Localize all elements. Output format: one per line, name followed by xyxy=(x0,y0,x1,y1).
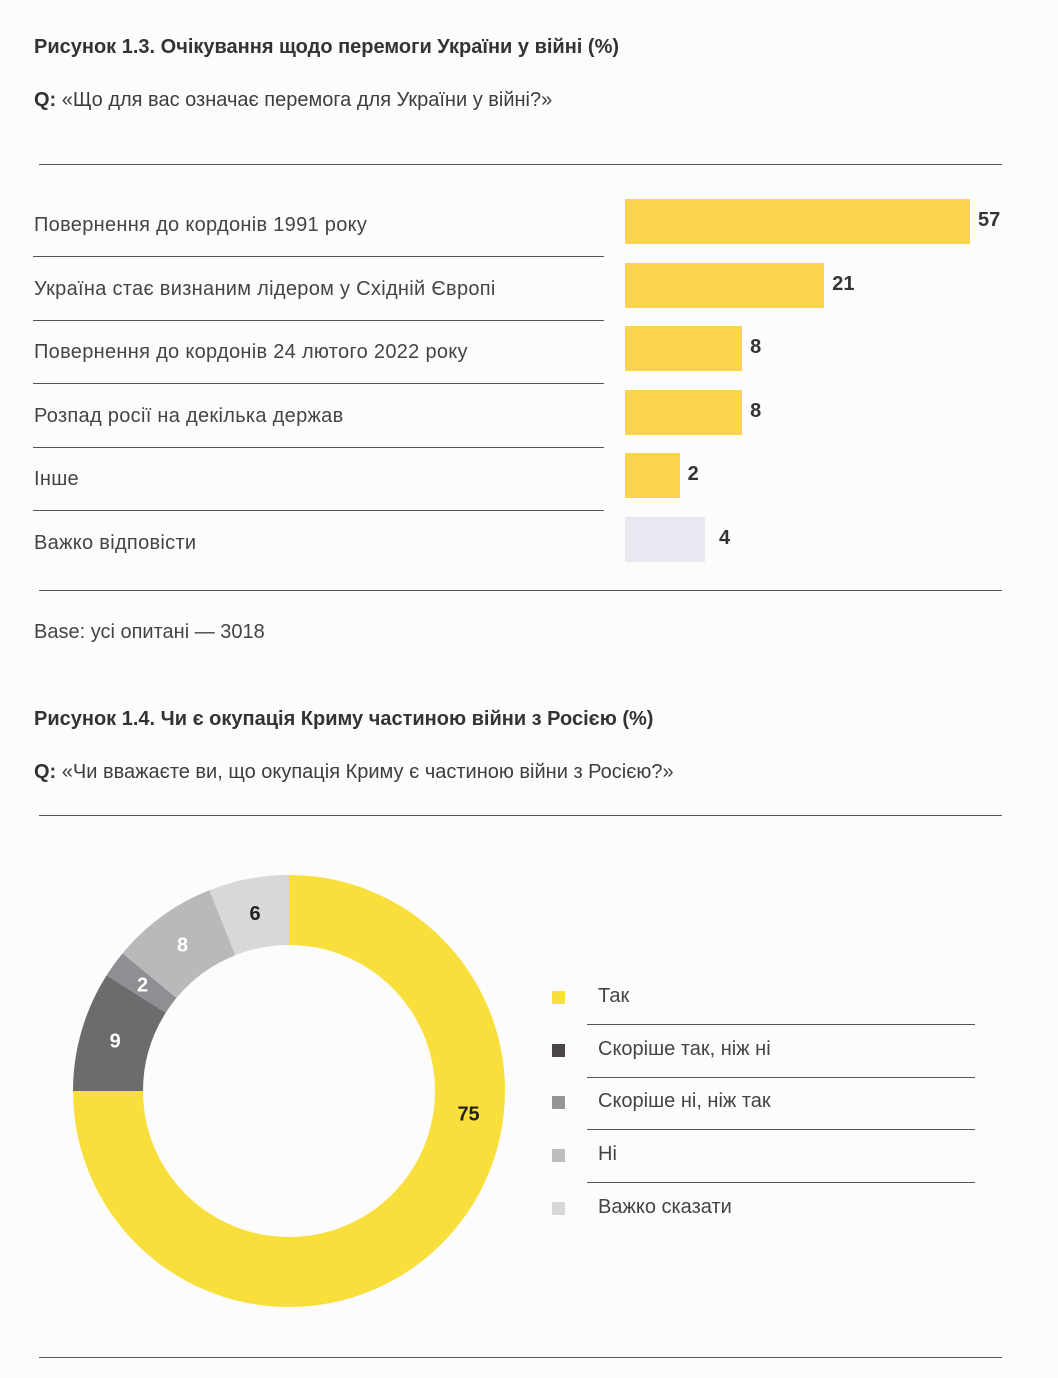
figure-1-title: Рисунок 1.3. Очікування щодо перемоги Ук… xyxy=(34,36,620,58)
divider xyxy=(39,1357,1002,1358)
legend-swatch xyxy=(552,1149,565,1163)
legend-label: Важко сказати xyxy=(598,1195,732,1218)
bar-value-label: 8 xyxy=(750,399,762,422)
bar-value-label: 21 xyxy=(832,272,855,295)
donut-slice xyxy=(122,890,236,998)
q-prefix: Q: xyxy=(34,761,57,783)
slice-value-label: 8 xyxy=(177,935,188,957)
base-note: Base: усі опитані — 3018 xyxy=(34,621,265,643)
figure-2-title: Рисунок 1.4. Чи є окупація Криму частино… xyxy=(34,708,654,730)
row-separator xyxy=(33,319,604,321)
bar xyxy=(625,389,743,435)
row-separator xyxy=(33,256,604,257)
q-prefix: Q: xyxy=(34,89,57,111)
figure-1-question: Q: «Що для вас означає перемога для Укра… xyxy=(34,89,552,112)
bar xyxy=(625,453,680,498)
row-separator xyxy=(33,446,604,448)
bar-category-label: Повернення до кордонів 1991 року xyxy=(34,214,368,236)
legend-swatch xyxy=(552,1043,565,1057)
bar-value-label: 2 xyxy=(687,463,699,485)
donut-slice xyxy=(73,875,505,1307)
donut-slice xyxy=(106,953,177,1013)
bar-category-label: Розпад росії на декілька держав xyxy=(34,404,344,427)
slice-value-label: 2 xyxy=(137,975,148,997)
bar-category-label: Інше xyxy=(34,468,79,490)
bar-value-label: 8 xyxy=(750,336,762,358)
legend-separator xyxy=(587,1076,975,1078)
question-text: «Чи вважаєте ви, що окупація Криму є час… xyxy=(61,761,674,783)
question-text: «Що для вас означає перемога для України… xyxy=(61,89,553,111)
legend-separator xyxy=(587,1129,975,1131)
divider xyxy=(39,164,1002,165)
divider xyxy=(39,590,1002,591)
bar-category-label: Україна стає визнаним лідером у Східній … xyxy=(34,277,496,300)
legend-swatch xyxy=(552,1201,565,1215)
legend-label: Ні xyxy=(598,1143,617,1166)
row-separator xyxy=(33,383,604,384)
legend-separator xyxy=(587,1182,975,1184)
donut-chart: 75 9 2 8 6 xyxy=(73,875,505,1307)
bar-value-label: 57 xyxy=(978,209,1001,231)
bar xyxy=(625,326,743,371)
donut-slice xyxy=(73,975,166,1091)
figure-2-question: Q: «Чи вважаєте ви, що окупація Криму є … xyxy=(34,761,674,784)
bar-category-label: Повернення до кордонів 24 лютого 2022 ро… xyxy=(34,341,468,363)
bar xyxy=(625,262,825,308)
legend-swatch xyxy=(552,991,565,1004)
legend-label: Скоріше ні, ніж так xyxy=(598,1090,771,1113)
legend-separator xyxy=(587,1024,975,1025)
bar xyxy=(625,199,970,244)
donut-slice xyxy=(209,875,289,956)
slice-value-label: 9 xyxy=(110,1031,121,1053)
legend-label: Скоріше так, ніж ні xyxy=(598,1037,771,1060)
bar-category-label: Важко відповісти xyxy=(34,531,197,554)
row-separator xyxy=(33,510,604,511)
legend-label: Так xyxy=(598,985,630,1007)
divider xyxy=(39,815,1002,816)
bar-value-label: 4 xyxy=(719,526,731,549)
bar xyxy=(625,516,706,562)
slice-value-label: 75 xyxy=(457,1104,479,1126)
legend-swatch xyxy=(552,1096,565,1110)
slice-value-label: 6 xyxy=(250,903,261,925)
